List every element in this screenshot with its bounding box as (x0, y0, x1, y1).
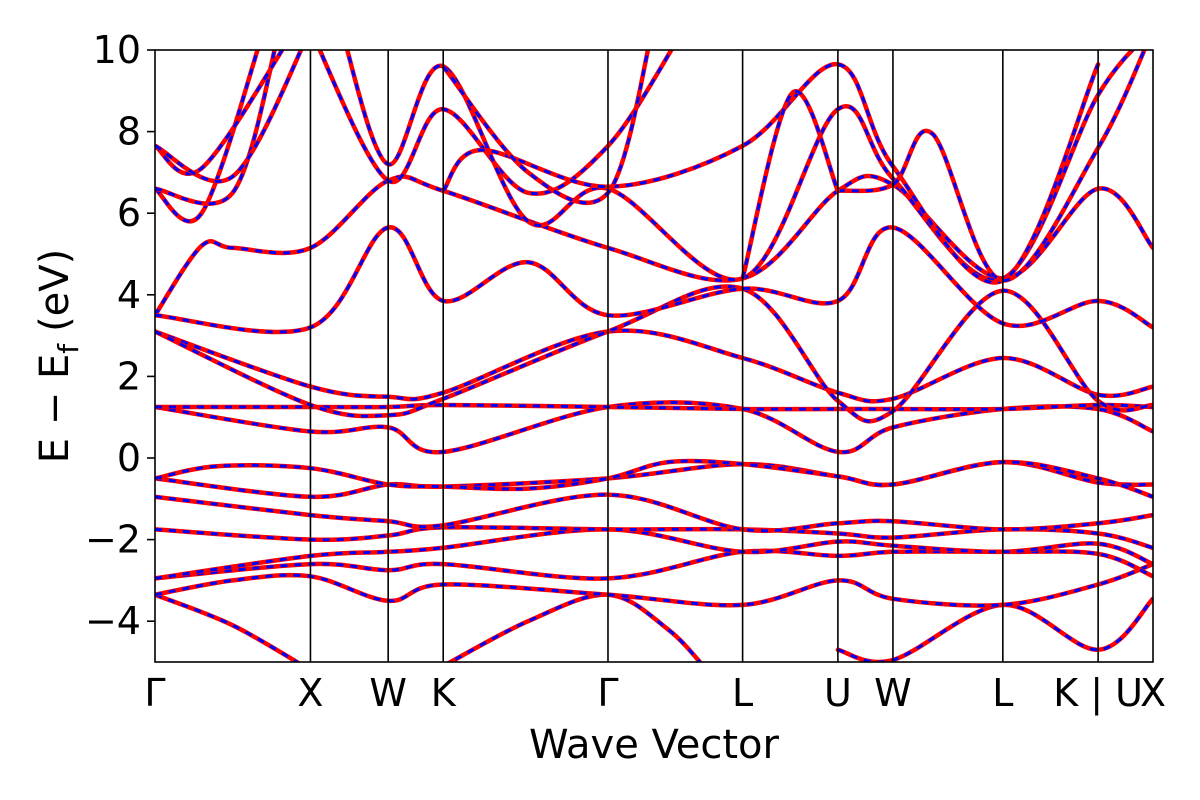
band-line-blue-12 (155, 329, 1153, 403)
band-line-blue-20 (318, 50, 674, 196)
x-tick-label: L (992, 671, 1013, 715)
band-line-blue-11 (155, 403, 1153, 411)
band-line-blue-19 (155, 50, 303, 183)
y-axis-title-unit: (eV) (32, 249, 78, 332)
band-line-blue-24 (837, 50, 1146, 283)
band-line-blue-0 (155, 593, 300, 662)
x-tick-label: K | U (1053, 671, 1143, 716)
band-line-blue-23 (442, 50, 650, 205)
band-line-blue-2 (837, 597, 1153, 662)
band-line-blue-16 (155, 50, 260, 223)
band-line-blue-25 (741, 89, 840, 279)
x-tick-label: W (369, 671, 407, 715)
y-tick-label: −2 (85, 518, 141, 562)
band-line-red-25 (740, 89, 841, 281)
x-tick-label: Γ (597, 671, 618, 715)
y-axis: −4 −2 0 2 4 6 8 10 (85, 28, 155, 643)
y-tick-label: 0 (117, 436, 141, 480)
band-line-blue-1 (447, 593, 702, 662)
y-tick-label: 6 (117, 191, 141, 235)
y-tick-label: 2 (117, 354, 141, 398)
y-tick-label: 4 (117, 273, 141, 317)
x-tick-label: K (431, 671, 457, 715)
y-axis-title: E − Ef (eV) (32, 249, 85, 464)
x-axis-title: Wave Vector (529, 722, 780, 768)
x-tick-label: Γ (144, 671, 165, 715)
y-tick-label: 8 (117, 110, 141, 154)
plot-frame (154, 49, 1154, 663)
y-tick-label: −4 (85, 599, 141, 643)
high-symmetry-lines (309, 50, 1099, 662)
y-axis-title-subscript: f (52, 343, 85, 354)
y-tick-label: 10 (93, 28, 141, 72)
x-tick-label: W (874, 671, 912, 715)
band-line-red-19 (155, 50, 304, 184)
band-line-red-1 (446, 592, 703, 662)
x-tick-label: U (824, 671, 852, 715)
x-tick-label: X (1140, 671, 1166, 715)
band-line-blue-9 (155, 459, 1153, 499)
band-line-red-0 (155, 592, 302, 662)
band-line-red-2 (835, 596, 1153, 662)
x-tick-label: L (732, 671, 753, 715)
band-line-blue-18 (155, 50, 284, 176)
band-line-blue-5 (155, 527, 1153, 580)
x-tick-label: X (297, 671, 323, 715)
y-axis-title-main: E − E (32, 354, 78, 464)
band-line-red-7 (155, 492, 1153, 533)
